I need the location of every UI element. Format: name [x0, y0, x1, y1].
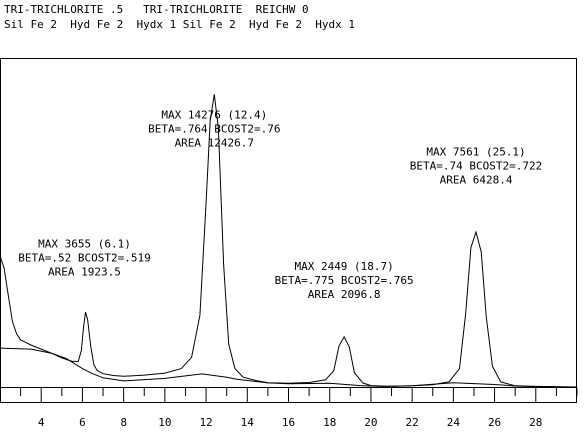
annotation-text: BETA=.764 BCOST2=.76 — [148, 122, 280, 135]
x-tick-label: 6 — [79, 416, 86, 429]
x-tick-label: 14 — [241, 416, 255, 429]
annotation-text: AREA 12426.7 — [175, 136, 254, 149]
x-tick-label: 22 — [406, 416, 419, 429]
x-tick-label: 10 — [158, 416, 171, 429]
x-tick-label: 26 — [488, 416, 501, 429]
x-tick-label: 18 — [323, 416, 336, 429]
annotation-text: MAX 3655 (6.1) — [38, 238, 131, 251]
annotation-text: BETA=.74 BCOST2=.722 — [410, 159, 542, 172]
x-tick-label: 8 — [120, 416, 127, 429]
annotation-text: MAX 2449 (18.7) — [294, 260, 393, 273]
annotation-text: BETA=.775 BCOST2=.765 — [275, 274, 414, 287]
annotation-text: AREA 1923.5 — [48, 266, 121, 279]
x-tick-label: 12 — [199, 416, 212, 429]
x-tick-label: 28 — [529, 416, 542, 429]
header-line-1: TRI-TRICHLORITE .5 TRI-TRICHLORITE REICH… — [4, 3, 309, 16]
header-line-2: Sil Fe 2 Hyd Fe 2 Hydx 1 Sil Fe 2 Hyd Fe… — [4, 18, 355, 31]
annotation-text: MAX 7561 (25.1) — [426, 145, 525, 158]
annotation-text: MAX 14276 (12.4) — [161, 108, 267, 121]
x-tick-label: 20 — [364, 416, 377, 429]
series-intensity-line — [0, 94, 578, 388]
x-tick-labels: 4 6 8 10 12 14 16 18 20 22 24 26 28 — [38, 416, 543, 429]
x-ticks — [0, 388, 578, 402]
annotation-text: BETA=.52 BCOST2=.519 — [18, 252, 150, 265]
series-background-line — [0, 347, 557, 388]
x-tick-label: 4 — [38, 416, 45, 429]
x-tick-label: 16 — [282, 416, 295, 429]
annotation-text: AREA 6428.4 — [440, 173, 513, 186]
annotation-text: AREA 2096.8 — [308, 288, 381, 301]
x-tick-label: 24 — [447, 416, 461, 429]
plot-frame — [0, 58, 577, 403]
series-group — [0, 94, 578, 388]
